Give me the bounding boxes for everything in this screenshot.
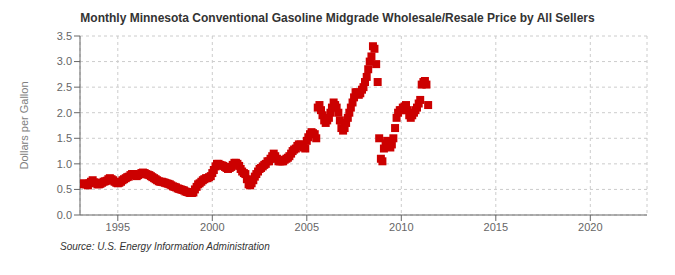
html-text:Monthly Minnesota Conventional: Monthly Minnesota Conventional Gasoline … [80, 11, 595, 25]
svg-text:0.0: 0.0 [57, 209, 72, 221]
svg-text:1995: 1995 [106, 221, 130, 233]
html-text:Source: U.S. Energy Informatio: Source: U.S. Energy Information Administ… [60, 241, 270, 252]
svg-text:3.5: 3.5 [57, 30, 72, 42]
svg-text:2020: 2020 [578, 221, 602, 233]
svg-text:2010: 2010 [389, 221, 413, 233]
svg-text:3.0: 3.0 [57, 55, 72, 67]
svg-text:Dollars per Gallon: Dollars per Gallon [18, 81, 30, 169]
svg-text:0.5: 0.5 [57, 183, 72, 195]
svg-text:2000: 2000 [200, 221, 224, 233]
svg-text:1.0: 1.0 [57, 158, 72, 170]
svg-text:2.5: 2.5 [57, 81, 72, 93]
svg-text:2005: 2005 [295, 221, 319, 233]
svg-text:2015: 2015 [484, 221, 508, 233]
svg-text:2.0: 2.0 [57, 107, 72, 119]
svg-text:1.5: 1.5 [57, 132, 72, 144]
